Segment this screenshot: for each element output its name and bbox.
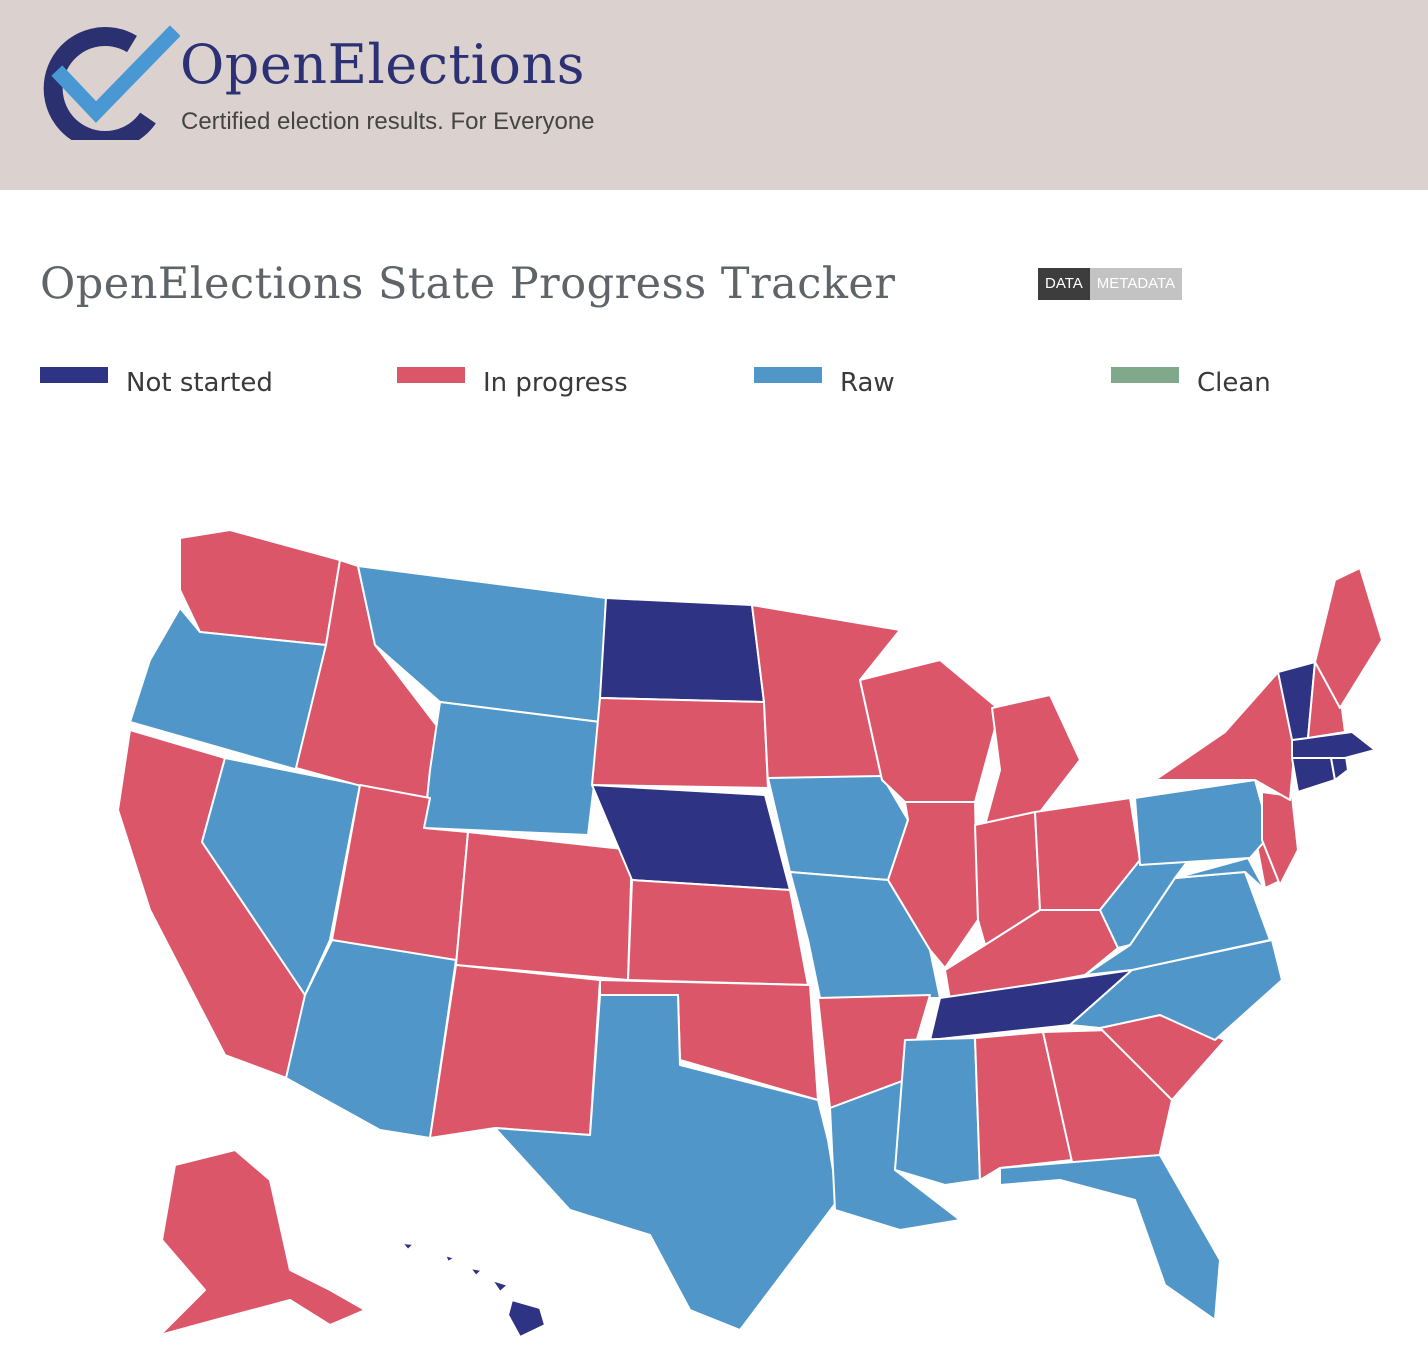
legend-label: Not started — [126, 368, 273, 398]
state-hi[interactable] — [469, 1267, 483, 1277]
state-ga[interactable] — [1042, 1029, 1173, 1163]
state-me[interactable] — [1314, 567, 1383, 709]
us-states-map — [117, 529, 1383, 1338]
legend-label: Raw — [840, 368, 895, 398]
legend-swatch — [1111, 367, 1179, 383]
legend-swatch — [40, 367, 108, 383]
state-mi[interactable] — [984, 694, 1081, 826]
state-hi[interactable] — [507, 1299, 546, 1338]
state-il[interactable] — [887, 801, 979, 969]
state-ny[interactable] — [1154, 669, 1296, 801]
state-or[interactable] — [129, 607, 327, 771]
state-tx[interactable] — [494, 994, 839, 1331]
state-ak[interactable] — [159, 1149, 366, 1336]
state-nd[interactable] — [599, 597, 765, 703]
legend-swatch — [754, 367, 822, 383]
state-hi[interactable] — [401, 1242, 415, 1251]
state-hi[interactable] — [444, 1254, 456, 1263]
legend-label: Clean — [1197, 368, 1271, 398]
state-sd[interactable] — [591, 697, 769, 789]
state-ia[interactable] — [767, 775, 909, 881]
data-metadata-toggle: DATA METADATA — [1038, 268, 1183, 300]
state-wa[interactable] — [179, 529, 341, 646]
tagline: Certified election results. For Everyone — [181, 108, 595, 135]
logo-checkmark-icon[interactable] — [40, 22, 181, 150]
state-hi[interactable] — [491, 1279, 509, 1293]
logo-wordmark[interactable]: OpenElections — [180, 33, 585, 96]
state-al[interactable] — [974, 1031, 1073, 1181]
state-co[interactable] — [455, 831, 633, 981]
state-fl[interactable] — [999, 1154, 1221, 1321]
page-title: OpenElections State Progress Tracker — [40, 259, 896, 309]
state-wy[interactable] — [423, 701, 601, 836]
metadata-toggle-button[interactable]: METADATA — [1089, 268, 1183, 300]
legend-swatch — [397, 367, 465, 383]
site-header: OpenElections Certified election results… — [0, 0, 1428, 190]
legend-label: In progress — [483, 368, 628, 398]
data-toggle-button[interactable]: DATA — [1038, 268, 1090, 300]
state-ms[interactable] — [894, 1037, 981, 1186]
state-md[interactable] — [1174, 857, 1266, 891]
state-nm[interactable] — [429, 964, 601, 1139]
state-pa[interactable] — [1134, 779, 1271, 866]
state-ks[interactable] — [627, 879, 809, 986]
